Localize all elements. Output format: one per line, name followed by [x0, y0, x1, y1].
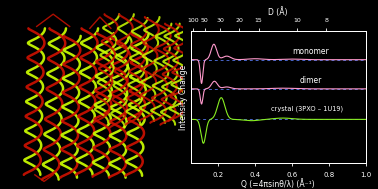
- Y-axis label: Intensity Change: Intensity Change: [179, 65, 188, 130]
- Text: dimer: dimer: [299, 76, 322, 85]
- Text: monomer: monomer: [292, 47, 329, 56]
- Text: crystal (3PXO – 1U19): crystal (3PXO – 1U19): [271, 106, 343, 112]
- X-axis label: Q (=4πsinθ/λ) (Å⁻¹): Q (=4πsinθ/λ) (Å⁻¹): [242, 179, 315, 189]
- X-axis label: D (Å): D (Å): [268, 7, 288, 17]
